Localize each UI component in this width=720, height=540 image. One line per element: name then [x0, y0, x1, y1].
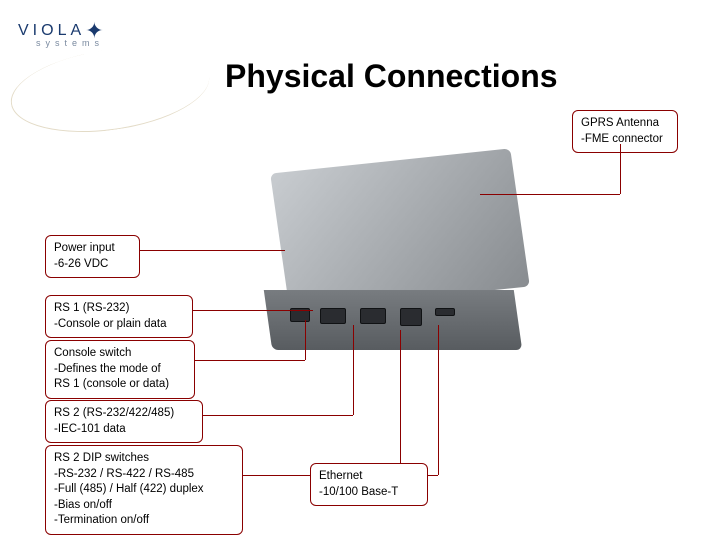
label-line: -Bias on/off: [54, 498, 234, 514]
rs1-port-icon: [320, 308, 346, 324]
leader-line: [193, 310, 313, 311]
label-rs2: RS 2 (RS-232/422/485) -IEC-101 data: [45, 400, 203, 443]
label-line: -FME connector: [581, 132, 669, 148]
label-line: -RS-232 / RS-422 / RS-485: [54, 467, 234, 483]
dip-switch-icon: [435, 308, 455, 316]
label-line: RS 2 (RS-232/422/485): [54, 406, 194, 422]
label-line: -Console or plain data: [54, 317, 184, 333]
leader-line: [480, 194, 620, 195]
label-line: RS 1 (RS-232): [54, 301, 184, 317]
label-line: -IEC-101 data: [54, 422, 194, 438]
label-line: Power input: [54, 241, 131, 257]
ethernet-port-icon: [400, 308, 422, 326]
brand-subtitle: systems: [36, 38, 104, 48]
label-console-switch: Console switch -Defines the mode of RS 1…: [45, 340, 195, 399]
label-line: RS 2 DIP switches: [54, 451, 234, 467]
page-title: Physical Connections: [225, 58, 558, 95]
leader-line: [438, 325, 439, 475]
leader-line: [140, 250, 285, 251]
label-line: -Defines the mode of: [54, 362, 186, 378]
leader-line: [620, 144, 621, 194]
label-line: GPRS Antenna: [581, 116, 669, 132]
rs2-port-icon: [360, 308, 386, 324]
label-power-input: Power input -6-26 VDC: [45, 235, 140, 278]
label-line: Console switch: [54, 346, 186, 362]
label-line: -6-26 VDC: [54, 257, 131, 273]
label-rs1: RS 1 (RS-232) -Console or plain data: [45, 295, 193, 338]
brand-arc-decoration: [5, 36, 214, 143]
label-line: -Termination on/off: [54, 513, 234, 529]
leader-line: [203, 415, 353, 416]
leader-line: [195, 360, 305, 361]
device-top-face: [270, 148, 530, 311]
label-line: -10/100 Base-T: [319, 485, 419, 501]
label-line: RS 1 (console or data): [54, 377, 186, 393]
label-rs2-dip: RS 2 DIP switches -RS-232 / RS-422 / RS-…: [45, 445, 243, 535]
label-gprs-antenna: GPRS Antenna -FME connector: [572, 110, 678, 153]
label-line: -Full (485) / Half (422) duplex: [54, 482, 234, 498]
leader-line: [305, 320, 306, 360]
leader-line: [353, 325, 354, 415]
leader-line: [400, 330, 401, 463]
label-line: Ethernet: [319, 469, 419, 485]
label-ethernet: Ethernet -10/100 Base-T: [310, 463, 428, 506]
